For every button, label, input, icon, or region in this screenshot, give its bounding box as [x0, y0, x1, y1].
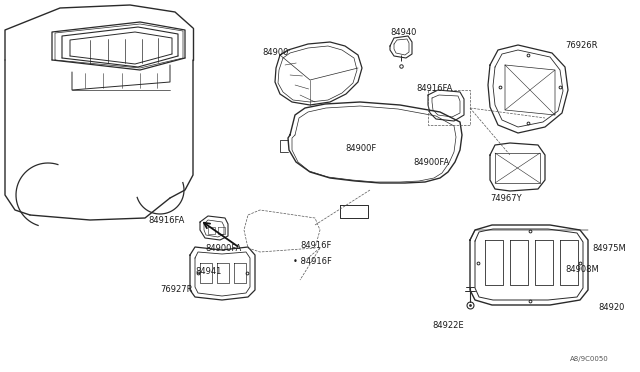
Text: 84916FA: 84916FA: [148, 215, 184, 224]
Text: 84916F: 84916F: [300, 241, 332, 250]
Text: A8/9C0050: A8/9C0050: [570, 356, 609, 362]
Text: 84908M: 84908M: [565, 266, 599, 275]
Text: 84900FA: 84900FA: [205, 244, 241, 253]
Text: 84975M: 84975M: [592, 244, 626, 253]
Text: 84920: 84920: [598, 304, 625, 312]
Text: 76927R: 76927R: [160, 285, 193, 295]
Text: 74967Y: 74967Y: [490, 193, 522, 202]
Text: 84941: 84941: [195, 267, 221, 276]
Text: 84900: 84900: [262, 48, 289, 57]
Text: 76926R: 76926R: [565, 41, 598, 49]
Text: 84900F: 84900F: [345, 144, 376, 153]
Text: 84940: 84940: [390, 28, 417, 36]
Text: 84900FA: 84900FA: [413, 157, 450, 167]
Text: • 84916F: • 84916F: [293, 257, 332, 266]
Text: 84922E: 84922E: [432, 321, 463, 330]
Text: 84916FA: 84916FA: [417, 83, 453, 93]
